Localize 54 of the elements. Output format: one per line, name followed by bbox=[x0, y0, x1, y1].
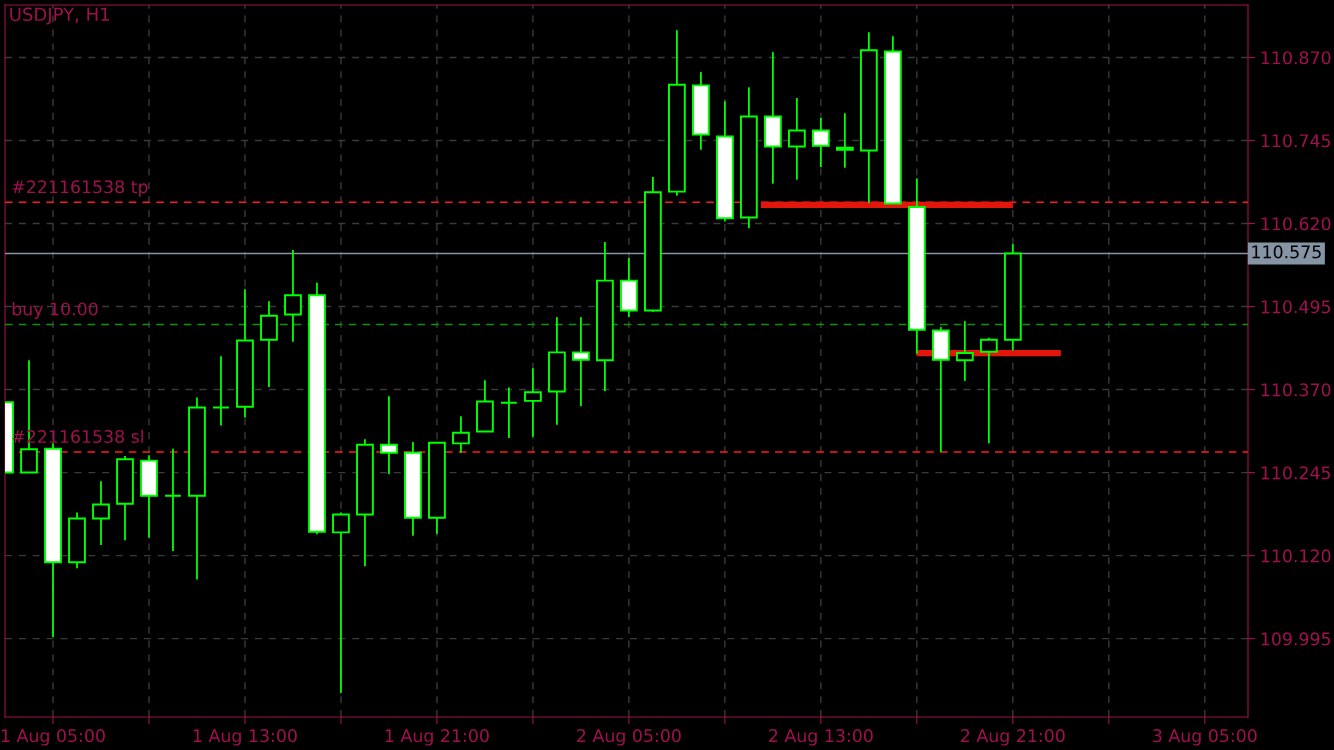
candlestick bbox=[548, 316, 566, 426]
y-tick-label: 110.120 bbox=[1261, 549, 1331, 563]
candlestick bbox=[716, 100, 734, 223]
candlestick bbox=[500, 386, 518, 439]
x-tick-label: 2 Aug 05:00 bbox=[577, 729, 681, 746]
ref-line-label: buy 10.00 bbox=[12, 302, 98, 319]
candlestick bbox=[883, 35, 902, 205]
y-tick-label: 110.870 bbox=[1261, 51, 1331, 65]
candlestick bbox=[763, 51, 782, 185]
y-tick-label: 110.245 bbox=[1261, 466, 1331, 480]
candlestick bbox=[644, 176, 662, 312]
candlestick bbox=[260, 300, 278, 388]
candlestick bbox=[476, 379, 494, 433]
candlestick bbox=[404, 441, 422, 537]
candlestick bbox=[811, 117, 830, 168]
candlestick bbox=[907, 177, 926, 355]
candlestick bbox=[236, 288, 254, 419]
candlestick bbox=[428, 441, 446, 535]
y-tick-label: 110.620 bbox=[1261, 217, 1331, 231]
candlestick bbox=[739, 86, 758, 230]
x-tick-label: 1 Aug 21:00 bbox=[385, 729, 489, 746]
candlestick bbox=[452, 415, 470, 454]
candlestick bbox=[92, 480, 110, 546]
candlestick bbox=[1003, 243, 1022, 352]
candlestick bbox=[284, 249, 302, 343]
chart-title: USDJPY, H1 bbox=[10, 7, 110, 25]
y-tick-label: 110.745 bbox=[1261, 134, 1331, 148]
candlestick bbox=[44, 442, 62, 639]
candlestick bbox=[859, 31, 878, 204]
candlestick bbox=[140, 454, 158, 539]
candlestick bbox=[955, 320, 974, 382]
candlestick bbox=[835, 112, 854, 169]
x-tick-label: 3 Aug 05:00 bbox=[1153, 729, 1257, 746]
candlestick bbox=[380, 395, 398, 475]
x-tick-label: 2 Aug 13:00 bbox=[769, 729, 873, 746]
y-tick-label: 109.995 bbox=[1261, 632, 1331, 646]
candlestick bbox=[164, 447, 182, 552]
candlestick bbox=[620, 257, 638, 319]
x-tick-label: 2 Aug 21:00 bbox=[961, 729, 1065, 746]
candlestick bbox=[212, 355, 230, 427]
candlestick bbox=[524, 367, 542, 438]
y-tick-label: 110.495 bbox=[1261, 300, 1331, 314]
y-tick-label: 110.370 bbox=[1261, 383, 1331, 397]
candlestick bbox=[68, 511, 86, 570]
x-tick-label: 1 Aug 05:00 bbox=[1, 729, 105, 746]
candlestick bbox=[787, 97, 806, 181]
candlestick bbox=[572, 316, 590, 408]
candlestick bbox=[188, 396, 206, 581]
ref-line-label: #221161538 tp bbox=[12, 180, 148, 197]
candlestick bbox=[692, 71, 710, 151]
x-tick-label: 1 Aug 13:00 bbox=[193, 729, 297, 746]
candlestick bbox=[356, 438, 374, 568]
ref-line-label: 110.575 bbox=[1252, 245, 1321, 259]
candlestick bbox=[596, 241, 614, 392]
